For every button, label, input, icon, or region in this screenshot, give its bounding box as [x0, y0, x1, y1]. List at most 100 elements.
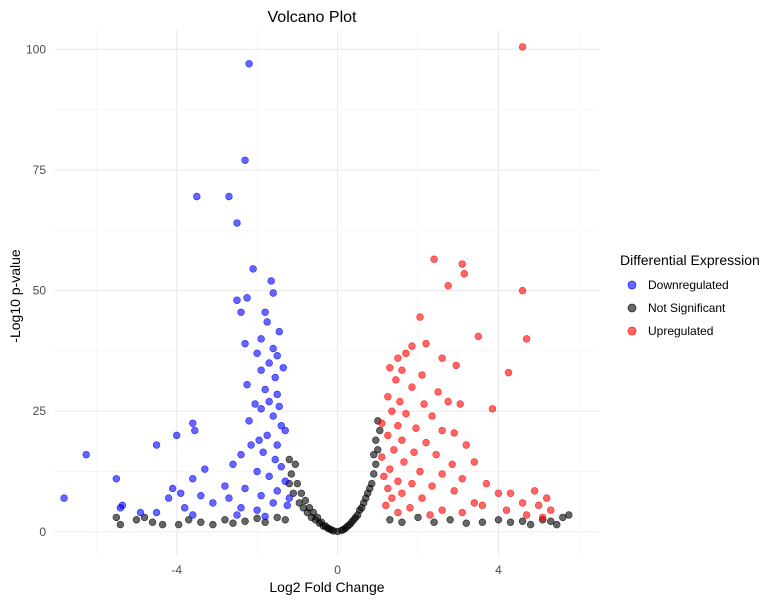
legend-label-not-significant: Not Significant	[648, 301, 726, 315]
y-tick-label: 25	[33, 404, 47, 418]
point-upregulated	[408, 383, 416, 391]
point-downregulated	[257, 366, 265, 374]
point-not-significant	[372, 460, 380, 469]
point-not-significant	[506, 518, 515, 526]
point-upregulated	[394, 477, 402, 485]
point-downregulated	[209, 499, 217, 507]
point-downregulated	[152, 508, 161, 517]
point-upregulated	[398, 436, 406, 444]
legend-swatch-upregulated	[627, 326, 637, 336]
point-not-significant	[140, 513, 149, 522]
point-downregulated	[189, 419, 197, 427]
point-not-significant	[565, 511, 573, 519]
point-not-significant	[287, 470, 296, 478]
x-tick-label: 0	[334, 563, 341, 577]
point-not-significant	[253, 514, 261, 523]
point-downregulated	[233, 296, 241, 304]
y-tick-label: 75	[33, 163, 47, 177]
point-not-significant	[305, 504, 314, 512]
point-not-significant	[446, 516, 454, 524]
point-upregulated	[538, 513, 547, 522]
point-not-significant	[547, 517, 555, 525]
point-upregulated	[386, 364, 394, 372]
point-not-significant	[221, 516, 229, 524]
point-not-significant	[241, 517, 249, 525]
grid-layer	[54, 30, 599, 556]
point-not-significant	[197, 518, 205, 526]
point-upregulated	[547, 506, 555, 514]
point-downregulated	[181, 504, 189, 512]
point-not-significant	[132, 516, 141, 524]
point-not-significant	[374, 446, 382, 454]
point-not-significant	[158, 520, 167, 529]
legend-item-upregulated: Upregulated	[627, 324, 713, 338]
point-downregulated	[275, 327, 283, 336]
point-downregulated	[279, 364, 287, 372]
point-upregulated	[444, 397, 452, 406]
point-not-significant	[386, 516, 394, 524]
point-downregulated	[275, 402, 283, 411]
x-axis-label: Log2 Fold Change	[269, 579, 384, 595]
point-upregulated	[422, 339, 430, 348]
point-not-significant	[309, 508, 318, 517]
point-not-significant	[398, 518, 406, 526]
point-upregulated	[494, 489, 503, 497]
point-not-significant	[368, 479, 376, 488]
point-downregulated	[229, 460, 237, 469]
point-downregulated	[152, 441, 161, 449]
point-upregulated	[522, 335, 531, 343]
point-downregulated	[189, 475, 197, 483]
point-upregulated	[456, 400, 464, 408]
point-not-significant	[553, 520, 561, 529]
point-downregulated	[261, 385, 269, 394]
point-upregulated	[434, 388, 442, 396]
point-downregulated	[249, 265, 257, 273]
point-downregulated	[255, 436, 263, 444]
point-downregulated	[225, 494, 233, 502]
point-downregulated	[82, 450, 90, 459]
point-downregulated	[265, 472, 273, 481]
point-upregulated	[543, 494, 551, 502]
point-upregulated	[428, 412, 436, 420]
axis-layer: -4 0 4 0 25 50 75 100	[26, 42, 502, 577]
point-downregulated	[251, 400, 259, 408]
point-downregulated	[271, 455, 279, 464]
point-upregulated	[394, 354, 402, 362]
point-downregulated	[193, 192, 201, 201]
point-downregulated	[257, 491, 265, 500]
point-downregulated	[269, 499, 277, 507]
point-upregulated	[396, 397, 404, 406]
point-upregulated	[392, 376, 400, 384]
point-downregulated	[164, 494, 173, 502]
point-upregulated	[448, 460, 456, 469]
legend: Differential Expression Downregulated Not…	[620, 252, 760, 338]
point-upregulated	[428, 482, 436, 490]
x-tick-label: 4	[495, 563, 502, 577]
point-downregulated	[263, 431, 271, 440]
point-downregulated	[273, 352, 281, 360]
point-not-significant	[289, 489, 298, 497]
point-upregulated	[400, 458, 408, 466]
point-downregulated	[271, 373, 279, 382]
point-upregulated	[502, 506, 511, 514]
point-not-significant	[185, 516, 193, 524]
point-upregulated	[534, 501, 543, 510]
point-not-significant	[370, 450, 378, 459]
point-upregulated	[420, 400, 428, 408]
point-upregulated	[430, 255, 438, 263]
point-upregulated	[470, 458, 479, 466]
point-downregulated	[221, 482, 229, 490]
point-upregulated	[458, 260, 466, 268]
point-downregulated	[172, 431, 181, 440]
point-downregulated	[233, 219, 241, 227]
point-downregulated	[269, 344, 277, 353]
point-not-significant	[291, 460, 300, 469]
point-upregulated	[438, 506, 446, 514]
point-upregulated	[388, 407, 396, 415]
point-upregulated	[384, 431, 392, 440]
point-downregulated	[273, 390, 281, 399]
point-downregulated	[253, 349, 261, 358]
y-tick-label: 100	[26, 42, 46, 56]
point-downregulated	[225, 192, 233, 201]
